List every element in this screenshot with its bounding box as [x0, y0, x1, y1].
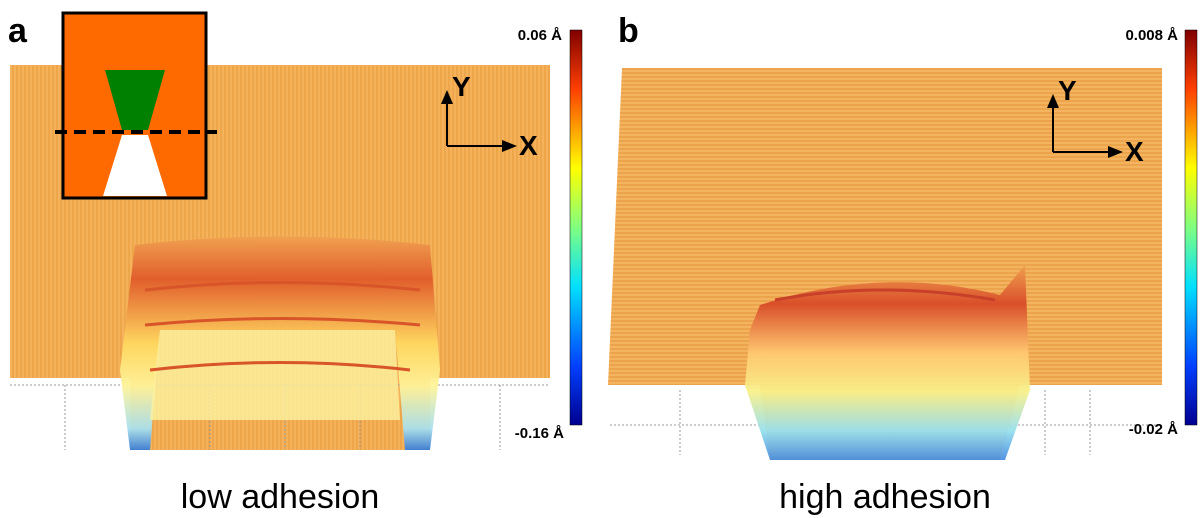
arrowhead: [1047, 94, 1059, 108]
colorbar: [1184, 29, 1198, 426]
caption: high adhesion: [779, 478, 991, 516]
arrowhead: [1108, 146, 1123, 158]
ridges: [774, 288, 996, 302]
depression: [745, 265, 1030, 460]
axis-label: Y: [1058, 75, 1077, 106]
depression: [120, 236, 440, 450]
depression-floor: [150, 330, 400, 420]
axis-label: X: [1125, 136, 1144, 167]
colorbar-min: -0.16 Å: [515, 425, 564, 442]
colorbar-max: 0.06 Å: [518, 27, 562, 44]
panel-label: a: [8, 12, 28, 50]
tip: [105, 70, 165, 130]
axis-label: Y: [452, 71, 471, 102]
panel-b: b Y X 0.008 Å -0.02 Å high adhesion: [608, 12, 1198, 516]
colorbar-min: -0.02 Å: [1129, 421, 1178, 438]
arrowhead: [502, 140, 517, 152]
sample: [103, 135, 167, 196]
panel-a: a Y X 0.06 Å -0.16 Å low adhesion: [8, 11, 583, 516]
caption: low adhesion: [181, 478, 379, 516]
colorbar: [569, 29, 583, 426]
grid-lines: [679, 390, 1091, 455]
axis-label: X: [519, 130, 538, 161]
panel-label: b: [618, 12, 639, 50]
colorbar-max: 0.008 Å: [1125, 27, 1178, 44]
arrowhead: [441, 90, 453, 104]
ridges: [144, 281, 421, 372]
